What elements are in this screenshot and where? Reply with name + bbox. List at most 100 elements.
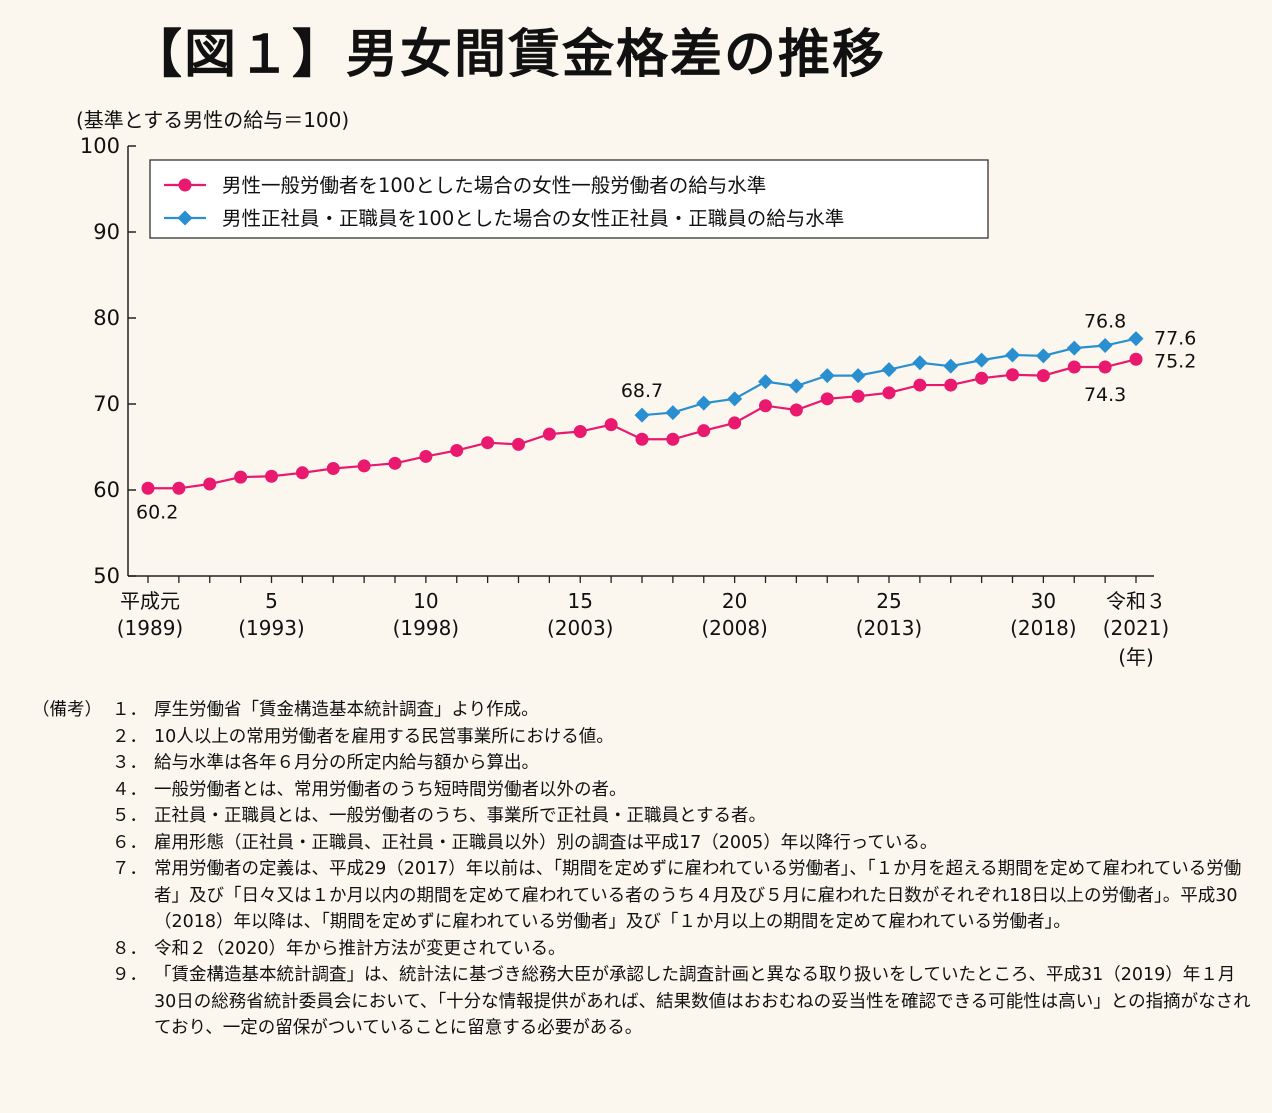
y-tick-label: 100 xyxy=(80,134,120,158)
data-point xyxy=(758,374,773,390)
note-item: ６． 雇用形態（正社員・正職員、正社員・正職員以外）別の調査は平成17（2005）… xyxy=(32,830,1257,857)
note-text: 給与水準は各年６月分の所定内給与額から算出。 xyxy=(154,753,539,773)
data-point xyxy=(696,395,712,411)
data-point xyxy=(789,403,803,417)
note-item: （備考） １． 厚生労働省「賃金構造基本統計調査」より作成。 xyxy=(32,697,1257,724)
data-point xyxy=(295,466,309,480)
x-tick-sublabel: (2008) xyxy=(701,616,768,640)
data-point xyxy=(820,392,834,406)
data-point xyxy=(819,368,835,384)
note-text: 一般労働者とは、常用労働者のうち短時間労働者以外の者。 xyxy=(154,779,627,800)
data-point xyxy=(882,386,896,400)
x-tick-label: 20 xyxy=(722,589,747,613)
data-point xyxy=(697,424,711,438)
data-point xyxy=(634,407,650,423)
notes-indent xyxy=(32,936,112,963)
data-point xyxy=(975,371,989,385)
data-point xyxy=(727,391,743,407)
data-point xyxy=(450,443,464,457)
data-point xyxy=(912,355,928,371)
note-item: ８． 令和２（2020）年から推計方法が変更されている。 xyxy=(32,936,1257,963)
legend-box xyxy=(149,159,989,239)
data-point xyxy=(850,368,866,384)
note-text: 正社員・正職員とは、一般労働者のうち、事業所で正社員・正職員とする者。 xyxy=(154,806,766,826)
data-label: 75.2 xyxy=(1154,350,1196,372)
note-text: 「賃金構造基本統計調査」は、統計法に基づき総務大臣が承認した調査計画と異なる取り… xyxy=(154,965,1251,1038)
note-item: ５． 正社員・正職員とは、一般労働者のうち、事業所で正社員・正職員とする者。 xyxy=(32,803,1257,830)
data-point xyxy=(728,416,742,430)
notes-indent xyxy=(32,803,112,830)
data-point xyxy=(141,481,155,495)
x-tick-sublabel: (2013) xyxy=(856,616,923,640)
note-text: 常用労働者の定義は、平成29（2017）年以前は、「期間を定めずに雇われている労… xyxy=(154,859,1242,932)
data-point xyxy=(1129,352,1143,366)
legend-marker xyxy=(178,178,192,192)
legend-label: 男性一般労働者を100とした場合の女性一般労働者の給与水準 xyxy=(222,174,766,197)
data-point xyxy=(481,436,495,450)
data-point xyxy=(1066,340,1082,356)
note-item: ３． 給与水準は各年６月分の所定内給与額から算出。 xyxy=(32,750,1257,777)
notes-indent xyxy=(32,830,112,857)
x-tick-sublabel: (2003) xyxy=(547,616,614,640)
data-point xyxy=(573,425,587,439)
data-point xyxy=(419,449,433,463)
note-number: ５． xyxy=(112,806,147,826)
data-label: 60.2 xyxy=(136,501,178,523)
note-text: 令和２（2020）年から推計方法が変更されている。 xyxy=(154,938,566,959)
x-tick-sublabel: (2018) xyxy=(1010,616,1077,640)
x-tick-label: 令和３ xyxy=(1106,589,1166,613)
data-point xyxy=(1128,331,1144,347)
notes-indent xyxy=(32,724,112,751)
figure-title: 【図１】男女間賃金格差の推移 xyxy=(130,25,887,85)
data-point xyxy=(759,399,772,413)
notes-label: （備考） xyxy=(32,700,102,720)
note-item: ２． 10人以上の常用労働者を雇用する民営事業所における値。 xyxy=(32,724,1257,751)
note-item: ９． 「賃金構造基本統計調査」は、統計法に基づき総務大臣が承認した調査計画と異なる… xyxy=(32,962,1257,1042)
note-number: ７． xyxy=(112,859,147,879)
notes-indent xyxy=(32,962,112,1042)
note-text: 厚生労働省「賃金構造基本統計調査」より作成。 xyxy=(154,700,539,720)
notes-section: （備考） １． 厚生労働省「賃金構造基本統計調査」より作成。 ２． 10人以上の常用労働… xyxy=(32,697,1257,1042)
data-point xyxy=(265,469,278,483)
legend: 男性一般労働者を100とした場合の女性一般労働者の給与水準男性正社員・正職員を1… xyxy=(149,159,989,239)
x-tick-label: 15 xyxy=(568,589,593,613)
data-point xyxy=(203,477,217,491)
line-chart: 50 60 70 80 90 100 平成元 (1989) 5 (1993) 10 (1998) 15 (… xyxy=(80,134,1196,669)
data-point xyxy=(974,352,990,368)
x-tick-sublabel: (1993) xyxy=(238,616,305,640)
data-label: 76.8 xyxy=(1084,311,1126,333)
notes-indent xyxy=(32,856,112,936)
note-number: ４． xyxy=(112,779,147,800)
data-label: 77.6 xyxy=(1154,328,1196,350)
note-number: １． xyxy=(112,700,147,720)
note-number: ９． xyxy=(112,965,147,985)
data-point xyxy=(326,462,340,475)
y-tick-label: 50 xyxy=(93,564,120,588)
data-point xyxy=(944,378,958,392)
note-number: ３． xyxy=(112,753,147,773)
data-label: 68.7 xyxy=(621,380,663,402)
data-point xyxy=(512,437,525,451)
data-point xyxy=(1067,360,1081,374)
note-item: ４． 一般労働者とは、常用労働者のうち短時間労働者以外の者。 xyxy=(32,777,1257,804)
note-text: 雇用形態（正社員・正職員、正社員・正職員以外）別の調査は平成17（2005）年以… xyxy=(154,832,938,853)
note-number: ２． xyxy=(112,726,147,747)
data-point xyxy=(666,432,680,446)
x-tick-sublabel: (1989) xyxy=(117,616,184,640)
legend-label: 男性正社員・正職員を100とした場合の女性正社員・正職員の給与水準 xyxy=(222,207,844,230)
y-tick-label: 60 xyxy=(93,478,120,502)
notes-indent xyxy=(32,777,112,804)
data-point xyxy=(788,378,804,394)
data-point xyxy=(851,389,865,403)
data-point xyxy=(1006,368,1019,382)
data-point xyxy=(881,362,897,378)
data-point xyxy=(388,456,402,470)
series-1 xyxy=(141,352,1143,495)
data-point xyxy=(1097,338,1113,354)
data-point xyxy=(172,481,186,495)
data-point xyxy=(635,432,649,446)
x-tick-label: 25 xyxy=(876,589,901,613)
legend-marker xyxy=(177,210,193,226)
data-point xyxy=(943,358,959,374)
y-tick-label: 70 xyxy=(93,392,120,416)
